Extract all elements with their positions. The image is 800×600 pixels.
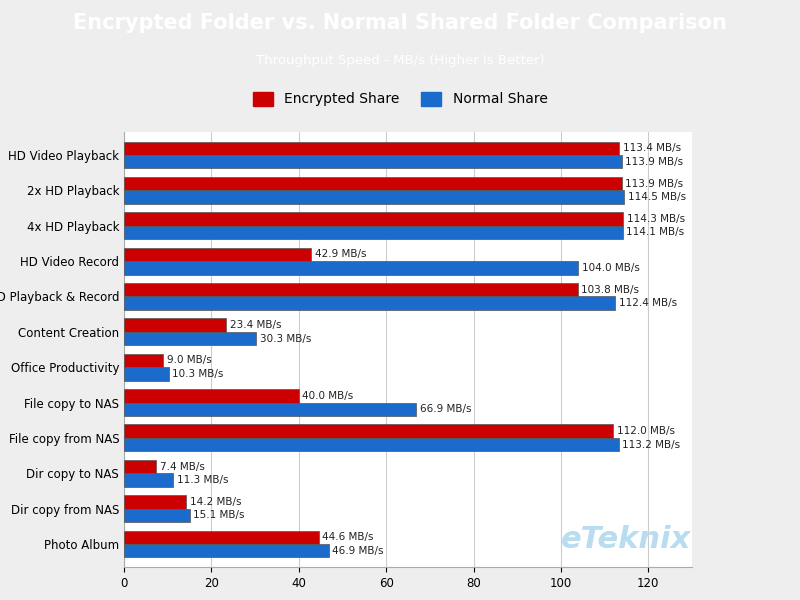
Bar bbox=[124, 544, 329, 557]
Bar bbox=[124, 142, 619, 155]
Bar bbox=[124, 530, 319, 544]
Text: 114.1 MB/s: 114.1 MB/s bbox=[626, 227, 684, 238]
Text: 114.5 MB/s: 114.5 MB/s bbox=[628, 192, 686, 202]
Bar bbox=[124, 460, 156, 473]
Bar bbox=[124, 226, 622, 239]
Text: 30.3 MB/s: 30.3 MB/s bbox=[260, 334, 311, 344]
Text: 11.3 MB/s: 11.3 MB/s bbox=[177, 475, 228, 485]
Text: Throughput Speed - MB/s (Higher Is Better): Throughput Speed - MB/s (Higher Is Bette… bbox=[256, 55, 544, 67]
Text: 46.9 MB/s: 46.9 MB/s bbox=[333, 546, 384, 556]
Text: 40.0 MB/s: 40.0 MB/s bbox=[302, 391, 354, 401]
Bar bbox=[124, 473, 174, 487]
Text: 14.2 MB/s: 14.2 MB/s bbox=[190, 497, 241, 507]
Bar bbox=[124, 495, 186, 509]
Bar bbox=[124, 332, 256, 345]
Text: 112.4 MB/s: 112.4 MB/s bbox=[618, 298, 677, 308]
Text: 66.9 MB/s: 66.9 MB/s bbox=[420, 404, 471, 414]
Bar bbox=[124, 403, 416, 416]
Text: 7.4 MB/s: 7.4 MB/s bbox=[160, 461, 205, 472]
Bar bbox=[124, 177, 622, 190]
Bar bbox=[124, 354, 163, 367]
Text: 9.0 MB/s: 9.0 MB/s bbox=[167, 355, 211, 365]
Bar bbox=[124, 283, 578, 296]
Bar bbox=[124, 424, 614, 438]
Text: 15.1 MB/s: 15.1 MB/s bbox=[194, 511, 245, 520]
Bar bbox=[124, 319, 226, 332]
Bar bbox=[124, 261, 578, 275]
Text: 104.0 MB/s: 104.0 MB/s bbox=[582, 263, 640, 273]
Bar bbox=[124, 248, 311, 261]
Bar bbox=[124, 438, 618, 451]
Text: 114.3 MB/s: 114.3 MB/s bbox=[627, 214, 685, 224]
Text: 44.6 MB/s: 44.6 MB/s bbox=[322, 532, 374, 542]
Bar bbox=[124, 389, 298, 403]
Text: Encrypted Folder vs. Normal Shared Folder Comparison: Encrypted Folder vs. Normal Shared Folde… bbox=[73, 13, 727, 34]
Text: 113.9 MB/s: 113.9 MB/s bbox=[625, 179, 683, 188]
Bar bbox=[124, 367, 169, 380]
Text: 42.9 MB/s: 42.9 MB/s bbox=[315, 250, 366, 259]
Text: 113.4 MB/s: 113.4 MB/s bbox=[623, 143, 681, 153]
Text: 112.0 MB/s: 112.0 MB/s bbox=[617, 426, 675, 436]
Text: eTeknix: eTeknix bbox=[562, 525, 692, 554]
Bar bbox=[124, 509, 190, 522]
Text: 10.3 MB/s: 10.3 MB/s bbox=[173, 369, 224, 379]
Text: 113.9 MB/s: 113.9 MB/s bbox=[625, 157, 683, 167]
Text: 103.8 MB/s: 103.8 MB/s bbox=[581, 285, 639, 295]
Text: 113.2 MB/s: 113.2 MB/s bbox=[622, 440, 680, 449]
Bar bbox=[124, 155, 622, 169]
Bar bbox=[124, 190, 624, 204]
Bar bbox=[124, 296, 615, 310]
Bar bbox=[124, 212, 623, 226]
Text: 23.4 MB/s: 23.4 MB/s bbox=[230, 320, 282, 330]
Legend: Encrypted Share, Normal Share: Encrypted Share, Normal Share bbox=[247, 86, 553, 112]
